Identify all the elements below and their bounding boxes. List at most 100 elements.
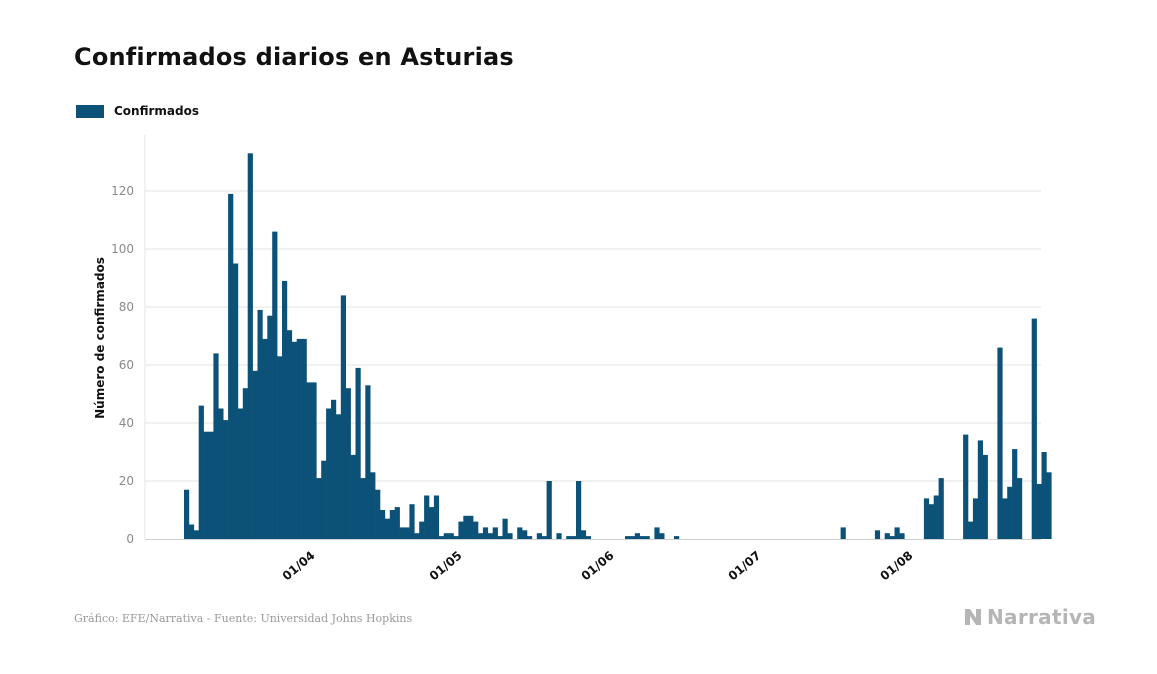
bar <box>1041 452 1047 539</box>
bar <box>331 399 337 539</box>
y-axis-label: Número de confirmados <box>93 257 107 419</box>
bar <box>350 454 356 539</box>
y-tick-label: 80 <box>119 300 134 314</box>
bar <box>874 530 881 539</box>
bar <box>884 533 890 539</box>
bar <box>365 385 371 539</box>
bar <box>380 510 386 539</box>
y-tick-label: 0 <box>126 532 134 546</box>
bar <box>360 478 366 539</box>
bar <box>272 231 278 539</box>
brand-name: Narrativa <box>987 605 1097 629</box>
bar <box>335 414 342 539</box>
bar <box>291 341 297 539</box>
bar <box>218 408 224 539</box>
bar <box>203 431 209 539</box>
bar <box>473 521 479 539</box>
x-tick-label: 01/04 <box>280 548 318 583</box>
bar <box>321 460 327 539</box>
bar <box>453 536 459 539</box>
bar <box>546 481 552 539</box>
bar <box>889 536 895 539</box>
bar <box>404 527 410 539</box>
bar <box>497 536 503 539</box>
bar <box>977 440 983 539</box>
bar <box>296 338 302 539</box>
bar <box>536 533 542 539</box>
bar <box>409 504 415 539</box>
bar <box>571 536 577 539</box>
bar <box>326 408 332 539</box>
legend-label: Confirmados <box>114 104 199 118</box>
bar <box>541 536 547 539</box>
bar <box>1007 486 1013 539</box>
bar <box>674 536 680 539</box>
bar <box>424 495 430 539</box>
bar <box>1002 498 1008 539</box>
bar <box>482 527 489 539</box>
bar <box>923 498 930 539</box>
bar <box>301 338 307 539</box>
bar <box>438 536 444 539</box>
bar <box>228 193 234 539</box>
bar <box>972 498 979 539</box>
bar <box>257 309 263 539</box>
bar <box>1046 472 1052 539</box>
bars <box>184 153 1052 540</box>
bar <box>193 530 199 539</box>
x-tick-label: 01/08 <box>877 548 915 583</box>
bar <box>659 533 665 539</box>
bar <box>375 489 381 539</box>
bar <box>213 353 219 539</box>
bar <box>340 295 346 539</box>
bar <box>237 408 244 539</box>
x-axis-ticks: 01/04 01/05 01/06 01/07 01/08 <box>280 548 916 583</box>
bar <box>247 153 253 540</box>
bar <box>1012 449 1018 539</box>
bar <box>355 367 361 539</box>
y-tick-label: 100 <box>111 242 134 256</box>
bar <box>492 527 498 539</box>
brand-logo: Narrativa <box>963 605 1096 629</box>
bar <box>267 315 273 539</box>
bar <box>502 518 508 539</box>
bar <box>463 515 469 539</box>
bar <box>443 533 449 539</box>
bar <box>982 454 988 539</box>
bar <box>223 420 229 539</box>
bar <box>576 481 582 539</box>
bar <box>629 536 636 539</box>
bar <box>306 382 312 539</box>
narrativa-logo-icon <box>965 609 981 625</box>
y-tick-label: 60 <box>119 358 134 372</box>
bar <box>894 527 900 539</box>
bar <box>399 527 405 539</box>
bar <box>433 495 440 539</box>
bar <box>478 533 484 539</box>
y-tick-label: 120 <box>111 184 134 198</box>
bar <box>316 478 322 539</box>
bar <box>527 536 533 539</box>
bar <box>556 533 562 539</box>
bar <box>840 527 846 539</box>
y-tick-label: 40 <box>119 416 134 430</box>
bar <box>429 507 435 539</box>
y-axis-ticks: 0 20 40 60 80 100 120 <box>111 184 134 546</box>
bar <box>1031 318 1037 539</box>
source-note: Gráfico: EFE/Narrativa - Fuente: Univers… <box>74 612 413 625</box>
bar <box>184 489 190 539</box>
bar <box>933 495 939 539</box>
bar <box>639 536 645 539</box>
x-tick-label: 01/07 <box>726 548 764 583</box>
bar <box>1017 478 1023 539</box>
bar <box>938 478 944 539</box>
bar <box>585 536 591 539</box>
bar <box>198 405 204 539</box>
bar <box>654 527 660 539</box>
bar <box>644 536 650 539</box>
bar <box>487 533 493 539</box>
bar <box>394 507 400 539</box>
bar <box>252 370 258 539</box>
bar <box>899 533 905 539</box>
